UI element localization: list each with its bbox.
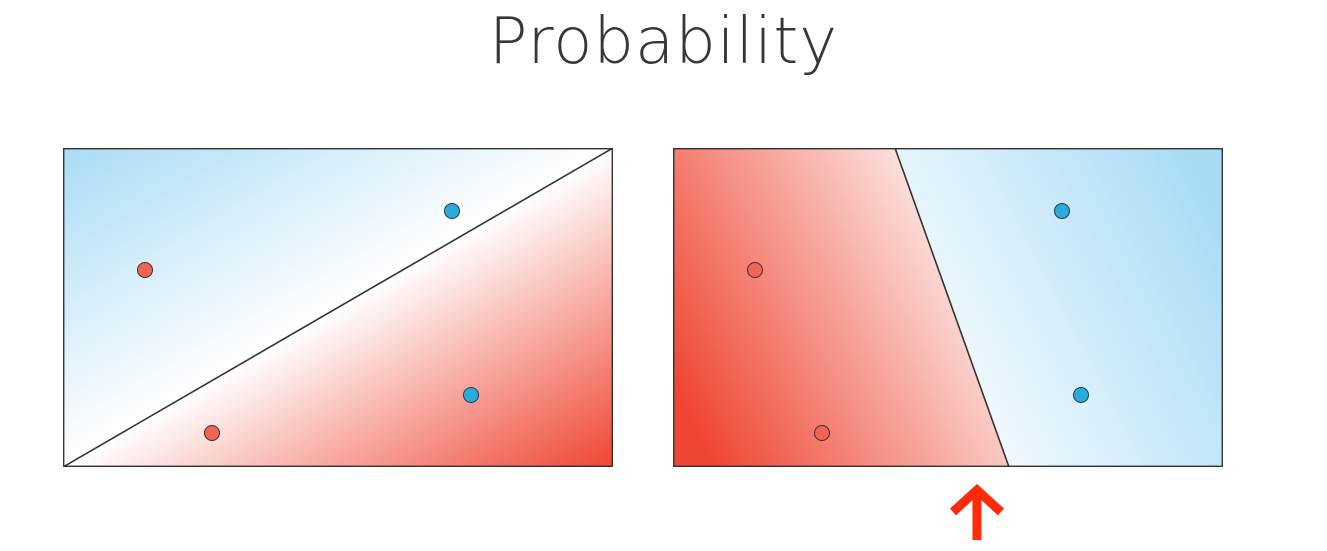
red-point	[747, 262, 763, 278]
up-arrow-icon	[945, 483, 1009, 544]
red-point	[204, 425, 220, 441]
blue-point	[1073, 387, 1089, 403]
blue-region	[895, 148, 1223, 467]
decision-boundary	[63, 148, 613, 467]
panel-border	[63, 148, 613, 467]
blue-point	[463, 387, 479, 403]
panel-left-plot	[63, 148, 613, 467]
panel-right-plot	[673, 148, 1223, 467]
probability-panel-left	[63, 148, 613, 467]
panel-border	[673, 148, 1223, 467]
red-point	[137, 262, 153, 278]
blue-point	[444, 203, 460, 219]
page-title: Probability	[488, 5, 839, 79]
blue-point	[1054, 203, 1070, 219]
decision-boundary	[894, 148, 1010, 467]
probability-panel-right	[673, 148, 1223, 467]
red-point	[814, 425, 830, 441]
red-region	[673, 148, 1009, 467]
